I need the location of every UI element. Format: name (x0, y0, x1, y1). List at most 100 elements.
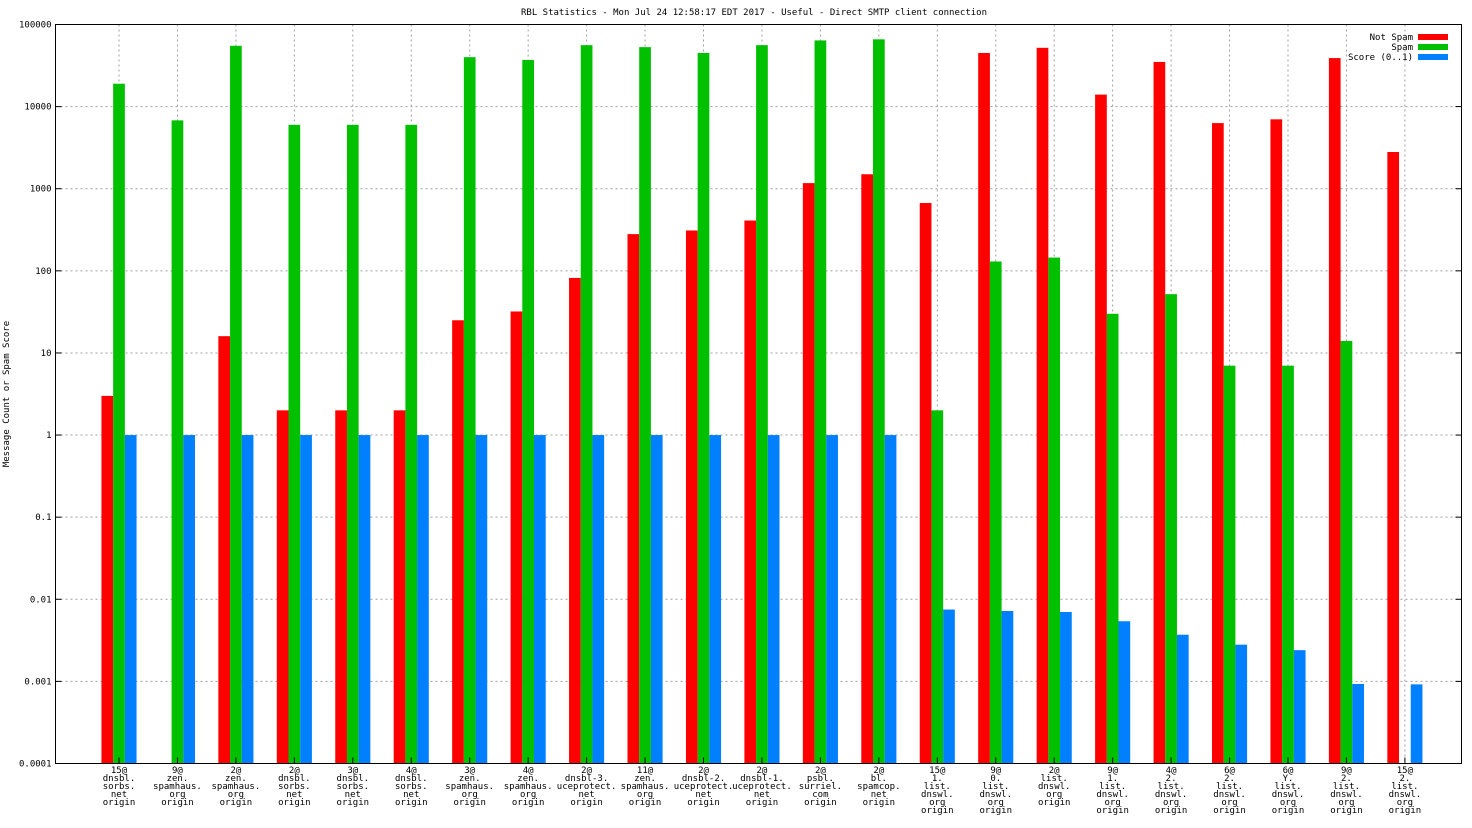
x-tick-label: origin (103, 798, 136, 808)
y-tick-label: 0.0001 (19, 760, 52, 770)
x-tick-label: 6@ (1224, 766, 1235, 776)
bar (1036, 47, 1049, 764)
x-tick-label: 3@ (464, 766, 475, 776)
x-tick-label: 15@ (1397, 766, 1414, 776)
x-tick-label: sorbs. (337, 782, 370, 792)
x-tick-label: 2@ (1049, 766, 1060, 776)
x-tick-label: zen. (167, 774, 189, 784)
x-tick-label: com (812, 790, 828, 800)
bar (650, 435, 663, 764)
x-tick-label: origin (863, 798, 896, 808)
bar (943, 609, 955, 764)
y-axis-label: Message Count or Spam Score (2, 321, 12, 467)
bar (1282, 365, 1294, 764)
bar (1235, 644, 1248, 764)
x-tick-label: dnswl. (1389, 790, 1422, 800)
x-tick-label: zen. (634, 774, 656, 784)
x-tick-label: list. (1333, 782, 1360, 792)
x-tick-label: list. (1041, 774, 1068, 784)
bar (1293, 650, 1306, 764)
x-tick-label: 2. (1399, 774, 1410, 784)
x-tick-label: uceprotect. (557, 782, 617, 792)
bar (171, 120, 184, 764)
bar (346, 124, 359, 764)
x-tick-label: dnsbl. (337, 774, 370, 784)
y-tick-label: 1 (46, 431, 51, 441)
x-tick-label: spamhaus. (212, 782, 261, 792)
x-tick-label: uceprotect. (674, 782, 734, 792)
x-tick-label: 6@ (1283, 766, 1294, 776)
legend-label: Spam (1391, 43, 1413, 53)
x-tick-label: origin (1330, 806, 1363, 816)
x-tick-label: dnsbl-3. (565, 774, 608, 784)
x-tick-label: origin (1389, 806, 1422, 816)
x-tick-label: origin (921, 806, 954, 816)
x-tick-label: net (403, 790, 419, 800)
bar (873, 39, 885, 764)
x-tick-label: dnswl. (1213, 790, 1246, 800)
x-tick-label: 1. (1107, 774, 1118, 784)
bar (300, 435, 312, 764)
x-tick-label: 9@ (990, 766, 1001, 776)
y-axis-ticks: 0.0001 0.001 0.01 0.1 1 10 100 1000 10000 100000 (19, 21, 1462, 770)
x-tick-label: 2. (1224, 774, 1235, 784)
bar (1060, 611, 1072, 764)
x-tick-label: 4@ (406, 766, 417, 776)
x-tick-label: 15@ (111, 766, 128, 776)
x-tick-label: dnsbl. (278, 774, 311, 784)
bar (510, 311, 523, 764)
bar (335, 410, 347, 764)
x-tick-label: net (695, 790, 711, 800)
x-tick-label: 4@ (523, 766, 534, 776)
bar (569, 277, 581, 764)
bar (1165, 294, 1177, 764)
bar (405, 124, 418, 764)
x-tick-label: org (929, 798, 945, 808)
x-tick-label: uceprotect. (732, 782, 792, 792)
x-tick-label: net (286, 790, 302, 800)
x-tick-label: 2@ (815, 766, 826, 776)
x-tick-label: bl. (871, 774, 887, 784)
bar (580, 45, 593, 764)
chart-title: RBL Statistics - Mon Jul 24 12:58:17 EDT… (521, 8, 987, 18)
x-tick-label: 2. (1341, 774, 1352, 784)
x-tick-label: org (1046, 790, 1062, 800)
bar (475, 435, 488, 764)
bar (919, 203, 932, 764)
bar (861, 174, 873, 764)
x-tick-label: origin (1038, 798, 1071, 808)
x-tick-label: net (111, 790, 127, 800)
x-tick-label: origin (220, 798, 253, 808)
x-tick-label: Y. (1283, 774, 1294, 784)
bar (218, 336, 231, 764)
bar (931, 410, 944, 764)
x-tick-label: list. (1099, 782, 1126, 792)
x-tick-label: zen. (517, 774, 539, 784)
x-tick-label: 2. (1166, 774, 1177, 784)
bar (463, 57, 476, 764)
bar (802, 183, 815, 764)
x-tick-label: net (871, 790, 887, 800)
x-tick-label: 3@ (347, 766, 358, 776)
legend-swatch (1418, 54, 1448, 60)
legend-label: Score (0..1) (1348, 53, 1413, 63)
x-tick-label: origin (804, 798, 837, 808)
x-tick-label: org (1221, 798, 1237, 808)
x-tick-label: dnsbl. (103, 774, 136, 784)
bar (685, 230, 698, 764)
x-tick-label: dnsbl-2. (682, 774, 725, 784)
x-tick-label: 4@ (1166, 766, 1177, 776)
bar (1001, 610, 1014, 764)
x-tick-label: origin (161, 798, 194, 808)
bar (1048, 257, 1061, 764)
x-tick-label: dnswl. (979, 790, 1012, 800)
x-tick-label: dnswl. (1155, 790, 1188, 800)
bar (358, 435, 371, 764)
x-tick-label: 2@ (757, 766, 768, 776)
x-tick-label: origin (570, 798, 603, 808)
x-tick-label: org (988, 798, 1004, 808)
x-tick-label: 9@ (1107, 766, 1118, 776)
y-tick-label: 100 (35, 267, 51, 277)
x-tick-label: 15@ (929, 766, 946, 776)
